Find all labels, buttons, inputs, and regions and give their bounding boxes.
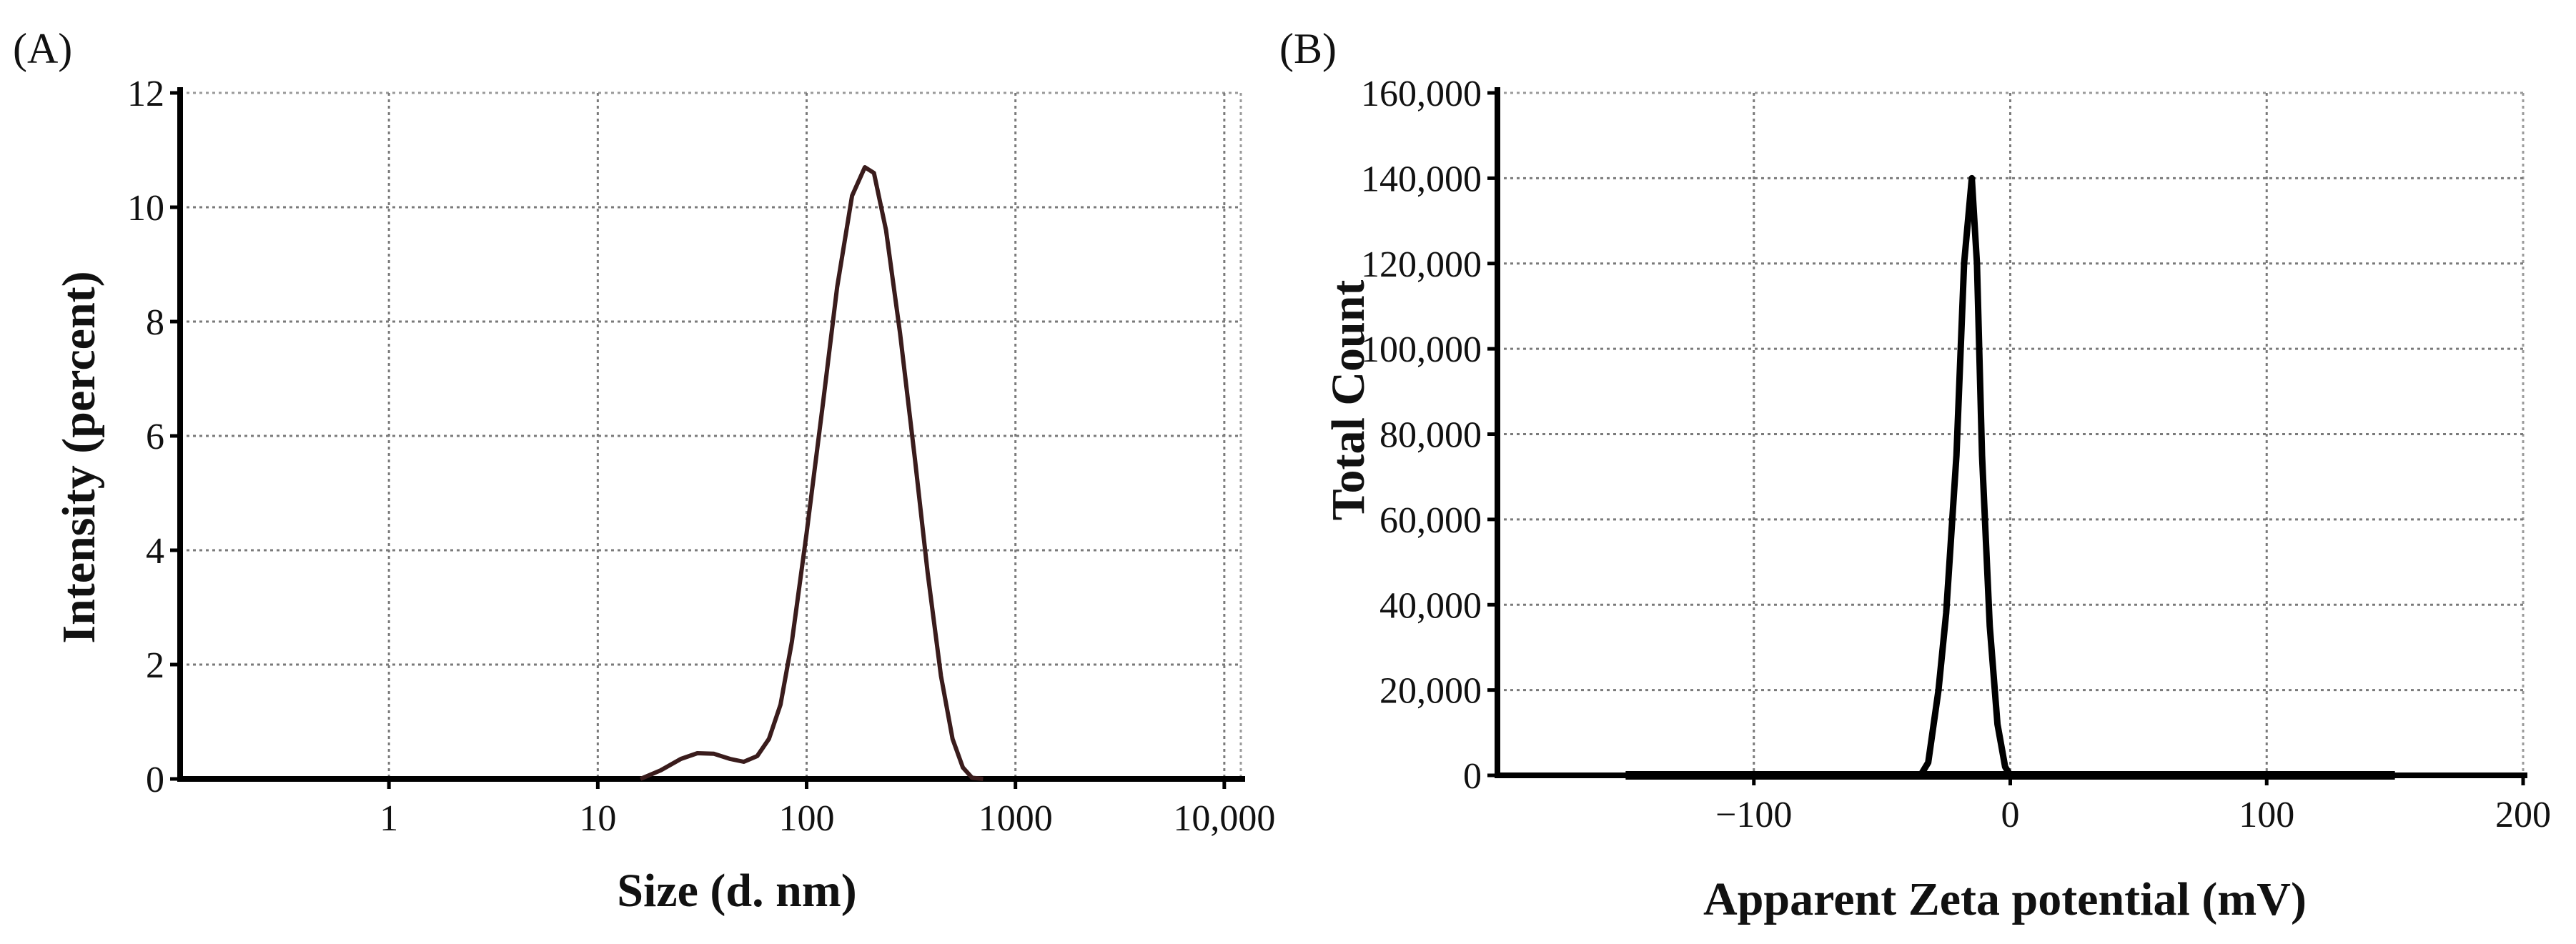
chart-a-x-tick-labels: 1 10 100 1000 10,000: [380, 798, 1275, 839]
chart-b-zeta-potential: (B) −100 0 100 200 0 20,000 40,000 60,000 80,00…: [1279, 25, 2551, 925]
chart-a-x-tick-label: 1: [380, 798, 398, 839]
chart-b-y-tick-label: 80,000: [1379, 415, 1482, 456]
chart-b-axes: [1487, 87, 2527, 785]
chart-a-x-axis-title: Size (d. nm): [617, 865, 856, 917]
chart-b-y-tick-label: 40,000: [1379, 585, 1482, 626]
chart-a-y-tick-label: 4: [146, 531, 164, 572]
chart-b-y-tick-label: 120,000: [1361, 244, 1482, 285]
chart-a-x-tick-label: 10,000: [1173, 798, 1275, 839]
chart-a-y-tick-label: 12: [127, 74, 164, 114]
chart-b-series-line: [1625, 174, 2395, 779]
chart-a-x-tick-label: 10: [579, 798, 616, 839]
chart-b-y-tick-label: 20,000: [1379, 671, 1482, 712]
chart-b-y-tick-labels: 0 20,000 40,000 60,000 80,000 100,000 120,000 1…: [1361, 74, 1482, 797]
chart-a-intensity-distribution: (A) 1 10 100 1000 10,000 0 2 4 6 8 10 12 Size (d. …: [13, 25, 1275, 917]
chart-b-y-tick-label: 160,000: [1361, 74, 1482, 114]
chart-a-x-tick-label: 1000: [979, 798, 1053, 839]
chart-b-x-axis-title: Apparent Zeta potential (mV): [1703, 873, 2307, 925]
chart-b-y-tick-label: 60,000: [1379, 500, 1482, 541]
panel-label-b: (B): [1279, 25, 1337, 72]
chart-a-y-tick-label: 10: [127, 188, 164, 229]
chart-a-y-tick-label: 0: [146, 760, 164, 800]
chart-b-x-tick-labels: −100 0 100 200: [1715, 795, 2551, 835]
chart-b-x-tick-label: 0: [2001, 795, 2020, 835]
chart-a-y-tick-label: 6: [146, 417, 164, 457]
chart-a-grid: [180, 91, 1242, 779]
chart-b-y-tick-label: 0: [1463, 756, 1482, 797]
chart-a-y-tick-label: 8: [146, 302, 164, 343]
chart-b-y-tick-label: 140,000: [1361, 159, 1482, 199]
chart-b-y-axis-title: Total Count: [1322, 280, 1374, 521]
chart-b-x-tick-label: −100: [1715, 795, 1792, 835]
chart-b-series: [1625, 174, 2395, 780]
chart-a-y-axis-title: Intensity (percent): [53, 271, 105, 643]
chart-b-y-tick-label: 100,000: [1361, 329, 1482, 370]
chart-a-x-tick-label: 100: [779, 798, 835, 839]
chart-b-x-tick-label: 100: [2239, 795, 2294, 835]
chart-b-grid: [1497, 91, 2525, 775]
chart-b-x-tick-label: 200: [2495, 795, 2551, 835]
chart-a-y-tick-label: 2: [146, 645, 164, 686]
chart-a-axes: [170, 87, 1245, 789]
chart-a-series: [639, 165, 984, 781]
panel-label-a: (A): [13, 25, 72, 72]
chart-a-y-tick-labels: 0 2 4 6 8 10 12: [127, 74, 164, 800]
chart-a-series-line: [639, 165, 984, 781]
